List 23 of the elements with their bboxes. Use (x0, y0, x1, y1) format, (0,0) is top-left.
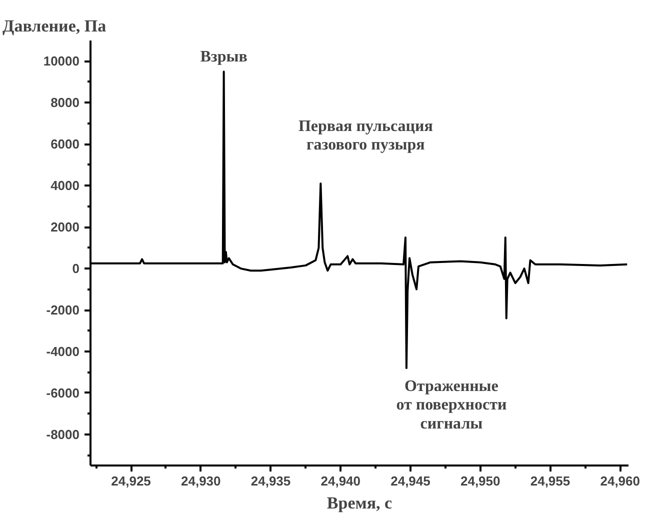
y-tick-label: -4000 (46, 344, 80, 359)
x-axis-title: Время, с (326, 494, 393, 512)
x-tick-label: 24,945 (390, 474, 430, 488)
y-tick-label: -2000 (46, 302, 80, 318)
x-tick-label: 24,950 (460, 474, 500, 488)
x-tick-label: 24,925 (111, 474, 151, 488)
annotation: Взрыв (200, 48, 248, 66)
y-tick-label: -8000 (46, 426, 80, 442)
x-tick-label: 24,960 (600, 474, 640, 488)
chart-title: Давление, Па (2, 16, 107, 36)
x-tick-label: 24,940 (320, 474, 361, 488)
x-tick-label: 24,930 (181, 474, 221, 488)
y-tick-label: 4000 (50, 178, 80, 194)
y-tick-label: 10000 (43, 54, 80, 69)
x-tick-label: 24,955 (530, 474, 570, 488)
y-tick-label: 2000 (50, 220, 80, 235)
y-tick-label: 6000 (50, 136, 80, 152)
annotation: Первая пульсация газового пузыря (298, 118, 434, 154)
y-tick-label: 8000 (50, 95, 80, 110)
x-tick-label: 24,935 (250, 474, 291, 488)
annotation: Отраженные от поверхности сигналы (396, 378, 507, 432)
y-tick-label: -6000 (46, 385, 80, 400)
y-tick-label: 0 (72, 261, 80, 276)
